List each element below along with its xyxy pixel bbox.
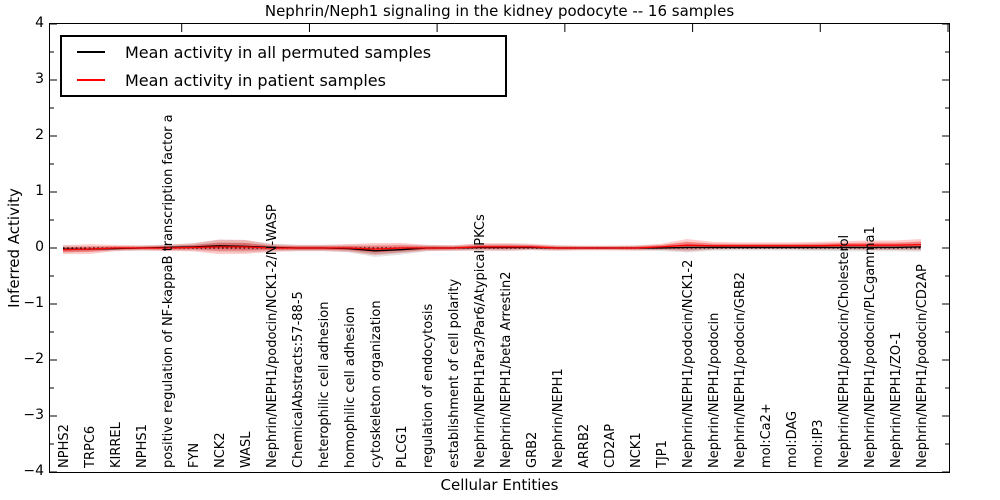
- x-tick-label: mol:DAG: [785, 411, 800, 468]
- permuted-band-outer: [63, 239, 921, 257]
- x-tick-label: cytoskeleton organization: [369, 300, 384, 468]
- x-tick-label: CD2AP: [603, 424, 618, 468]
- x-tick-label: positive regulation of NF-kappaB transcr…: [161, 114, 176, 468]
- x-tick-label: NPHS2: [57, 424, 72, 468]
- y-tick-value: 4: [35, 15, 44, 31]
- x-tick-label: ARRB2: [577, 424, 592, 468]
- permuted-band-inner: [63, 242, 921, 255]
- x-tick-label: regulation of endocytosis: [421, 303, 436, 468]
- legend-item-patient: Mean activity in patient samples: [62, 66, 505, 94]
- y-tick-value: −3: [23, 407, 44, 423]
- x-tick-label: FYN: [187, 443, 202, 468]
- permuted-line-sample: [77, 51, 105, 53]
- y-tick-value: −1: [23, 295, 44, 311]
- page-title: Nephrin/Neph1 signaling in the kidney po…: [264, 2, 735, 20]
- x-tick-label: homophilic cell adhesion: [343, 307, 358, 468]
- legend-label-permuted: Mean activity in all permuted samples: [125, 42, 432, 62]
- x-tick-label: TRPC6: [83, 426, 98, 469]
- y-tick-value: 2: [35, 127, 44, 143]
- legend-item-permuted: Mean activity in all permuted samples: [62, 38, 505, 66]
- patient-line-sample: [77, 79, 105, 81]
- x-tick-label: Nephrin/NEPH1/podocin/NCK1-2: [681, 260, 696, 468]
- x-tick-label: establishment of cell polarity: [447, 279, 462, 468]
- x-tick-label: Nephrin/NEPH1/ZO-1: [889, 332, 904, 468]
- x-tick-label: TJP1: [655, 440, 670, 469]
- x-tick-label: ChemicalAbstracts:57-88-5: [291, 291, 306, 468]
- x-tick-label: heterophilic cell adhesion: [317, 302, 332, 469]
- legend-label-patient: Mean activity in patient samples: [125, 70, 386, 90]
- x-tick-label: Nephrin/NEPH1/podocin: [707, 313, 722, 468]
- x-tick-label: NCK1: [629, 432, 644, 468]
- x-tick-label: Nephrin/NEPH1/podocin/NCK1-2/N-WASP: [265, 204, 280, 468]
- x-tick-label: NCK2: [213, 432, 228, 468]
- x-axis-label: Cellular Entities: [440, 476, 559, 494]
- y-tick-value: −4: [23, 463, 44, 479]
- x-tick-label: Nephrin/NEPH1/beta Arrestin2: [499, 272, 514, 469]
- x-tick-label: Nephrin/NEPH1Par3/Par6/Atypical PKCs: [473, 214, 488, 468]
- x-tick-label: Nephrin/NEPH1/podocin/PLCgamma1: [863, 226, 878, 468]
- x-tick-label: mol:Ca2+: [759, 403, 774, 468]
- x-tick-label: Nephrin/NEPH1/podocin/CD2AP: [915, 264, 930, 468]
- patient-mean-line: [62, 243, 922, 251]
- chart-svg: NPHS2 TRPC6 KIRREL NPHS1 positive regulation…: [50, 24, 949, 472]
- plot-area: NPHS2 TRPC6 KIRREL NPHS1 positive regulation…: [49, 23, 950, 473]
- x-tick-label: KIRREL: [109, 421, 124, 468]
- x-tick-label: Nephrin/NEPH1/podocin/Cholesterol: [837, 235, 852, 468]
- legend: Mean activity in all permuted samples Me…: [60, 35, 507, 97]
- x-tick-label: WASL: [239, 431, 254, 468]
- x-tick-label: PLCG1: [395, 425, 410, 468]
- y-tick-value: −2: [23, 351, 44, 367]
- x-tick-label: Nephrin/NEPH1/podocin/GRB2: [733, 272, 748, 468]
- x-tick-label: NPHS1: [135, 424, 150, 468]
- x-tick-label: GRB2: [525, 432, 540, 468]
- x-tick-label: mol:IP3: [811, 419, 826, 468]
- y-tick-value: 1: [35, 183, 44, 199]
- x-tick-label: Nephrin/NEPH1: [551, 368, 566, 468]
- y-tick-value: 0: [35, 239, 44, 255]
- y-tick-value: 3: [35, 71, 44, 87]
